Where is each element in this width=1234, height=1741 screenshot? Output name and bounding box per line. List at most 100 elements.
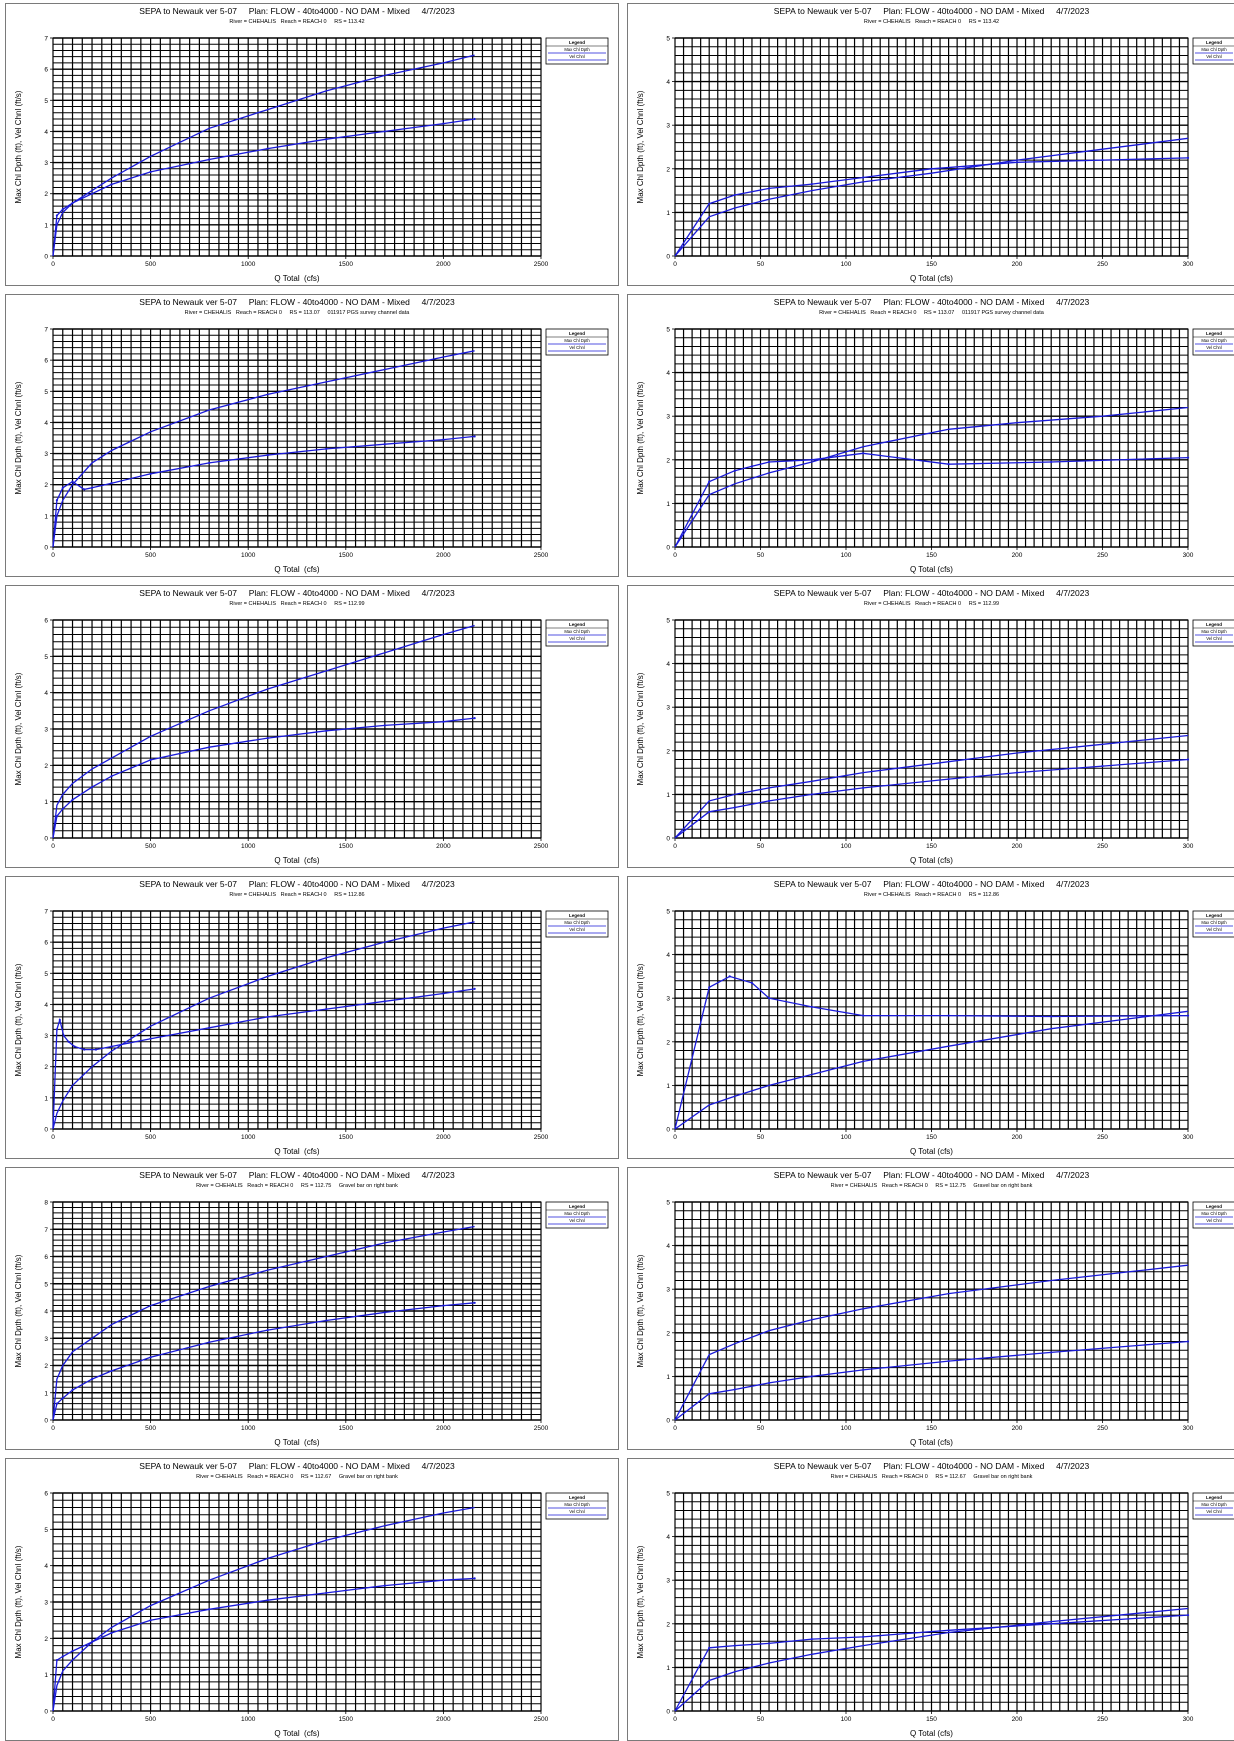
data-point <box>1101 764 1104 768</box>
legend: Legend Max Chl Dpth Vel Chnl <box>545 37 609 65</box>
x-tick-label: 2500 <box>534 552 549 559</box>
series-line <box>674 452 1189 548</box>
data-point <box>810 182 813 186</box>
x-tick-label: 300 <box>1183 1134 1194 1141</box>
y-tick-label: 4 <box>44 1309 48 1316</box>
data-point <box>930 167 933 170</box>
data-point <box>750 465 754 468</box>
data-point <box>208 461 211 465</box>
y-tick-label: 2 <box>666 166 670 173</box>
x-tick-label: 1500 <box>339 1134 354 1141</box>
data-point <box>266 1015 269 1018</box>
x-axis-label: Q Total (cfs) <box>274 1147 320 1156</box>
x-tick-label: 100 <box>841 552 852 559</box>
chart-svg: SEPA to Newauk ver 5-07 Plan: FLOW - 40t… <box>636 297 1234 574</box>
chart-svg: SEPA to Newauk ver 5-07 Plan: FLOW - 40t… <box>636 879 1234 1156</box>
data-point <box>708 986 711 989</box>
data-point <box>383 1311 386 1314</box>
x-tick-label: 1500 <box>339 843 354 850</box>
y-tick-label: 2 <box>666 1039 670 1046</box>
x-axis-label: Q Total (cfs) <box>274 1438 320 1447</box>
chart-title: SEPA to Newauk ver 5-07 Plan: FLOW - 40t… <box>774 588 1090 598</box>
data-point <box>110 1369 113 1373</box>
data-point <box>1015 161 1019 164</box>
series-vel-chnl <box>674 156 1190 257</box>
series-line <box>674 975 1189 1130</box>
x-tick-label: 2000 <box>436 843 451 850</box>
legend: Legend Max Chl Dpth Vel Chnl <box>545 328 609 356</box>
x-tick-label: 500 <box>145 1425 156 1432</box>
data-point <box>383 1584 386 1587</box>
x-tick-label: 50 <box>757 261 765 268</box>
y-tick-label: 6 <box>44 67 48 74</box>
y-tick-label: 2 <box>666 1330 670 1337</box>
legend-entry: Max Chl Dpth <box>1201 920 1227 925</box>
data-point <box>58 1018 61 1022</box>
x-tick-label: 0 <box>673 261 677 268</box>
data-point <box>708 810 711 813</box>
data-point <box>61 807 64 811</box>
y-tick-label: 2 <box>666 457 670 464</box>
data-point <box>71 1388 74 1392</box>
y-tick-label: 6 <box>44 1254 48 1261</box>
y-tick-label: 7 <box>44 36 48 43</box>
legend-entry: Vel Chnl <box>1206 636 1222 641</box>
y-tick-label: 2 <box>44 1064 48 1071</box>
chart-svg: SEPA to Newauk ver 5-07 Plan: FLOW - 40t… <box>14 879 609 1156</box>
data-point <box>73 1045 76 1048</box>
x-tick-label: 1000 <box>241 1134 256 1141</box>
x-tick-label: 1500 <box>339 261 354 268</box>
chart-subtitle: River = CHEHALIS Reach = REACH 0 RS = 11… <box>831 1474 1033 1480</box>
y-tick-label: 3 <box>44 727 48 734</box>
x-axis-label: Q Total (cfs) <box>910 1729 953 1738</box>
chart-panel: SEPA to Newauk ver 5-07 Plan: FLOW - 40t… <box>5 294 619 577</box>
chart-panel: SEPA to Newauk ver 5-07 Plan: FLOW - 40t… <box>627 3 1234 286</box>
legend-title: Legend <box>569 40 585 45</box>
series-max-chl-dpth <box>674 137 1189 257</box>
data-point <box>266 1599 269 1602</box>
data-point <box>947 778 950 781</box>
legend-entry: Vel Chnl <box>569 1218 585 1223</box>
series-vel-chnl <box>52 987 476 1130</box>
data-point <box>110 1631 113 1634</box>
legend-title: Legend <box>569 622 585 627</box>
legend-entry: Vel Chnl <box>1206 54 1222 59</box>
y-tick-label: 5 <box>44 1527 48 1534</box>
x-tick-label: 250 <box>1097 1716 1108 1723</box>
data-point <box>708 202 711 205</box>
chart-svg: SEPA to Newauk ver 5-07 Plan: FLOW - 40t… <box>636 588 1234 865</box>
x-tick-label: 2000 <box>436 1425 451 1432</box>
series-vel-chnl <box>674 452 1190 548</box>
legend-entry: Vel Chnl <box>569 636 585 641</box>
chart-subtitle: River = CHEHALIS Reach = REACH 0 RS = 11… <box>819 310 1045 316</box>
y-tick-label: 2 <box>44 1363 48 1370</box>
data-point <box>149 1619 152 1622</box>
y-tick-label: 1 <box>666 1374 670 1381</box>
legend: Legend Max Chl Dpth Vel Chnl <box>1192 37 1234 65</box>
data-point <box>383 724 386 727</box>
y-tick-label: 4 <box>44 1002 48 1009</box>
legend-title: Legend <box>569 1495 585 1500</box>
x-tick-label: 150 <box>926 1716 937 1723</box>
data-point <box>266 454 269 457</box>
x-tick-label: 0 <box>673 552 677 559</box>
y-tick-label: 7 <box>44 909 48 916</box>
legend-entry: Max Chl Dpth <box>1201 1211 1227 1216</box>
y-tick-label: 0 <box>44 545 48 552</box>
data-point <box>83 488 86 491</box>
series-max-chl-dpth <box>52 1506 475 1712</box>
x-tick-label: 200 <box>1012 552 1023 559</box>
data-point <box>947 1360 950 1363</box>
x-tick-label: 100 <box>841 261 852 268</box>
y-axis-label: Max Chl Dpth (ft), Vel Chnl (ft/s) <box>636 90 645 203</box>
chart-svg: SEPA to Newauk ver 5-07 Plan: FLOW - 40t… <box>14 297 609 574</box>
chart-title: SEPA to Newauk ver 5-07 Plan: FLOW - 40t… <box>139 879 455 889</box>
chart-title: SEPA to Newauk ver 5-07 Plan: FLOW - 40t… <box>774 297 1090 307</box>
legend-title: Legend <box>1206 1495 1222 1500</box>
x-tick-label: 50 <box>757 1425 765 1432</box>
data-point <box>767 460 771 464</box>
legend-entry: Vel Chnl <box>1206 927 1222 932</box>
data-point <box>62 1034 65 1037</box>
y-tick-label: 0 <box>44 836 48 843</box>
data-point <box>862 786 865 789</box>
